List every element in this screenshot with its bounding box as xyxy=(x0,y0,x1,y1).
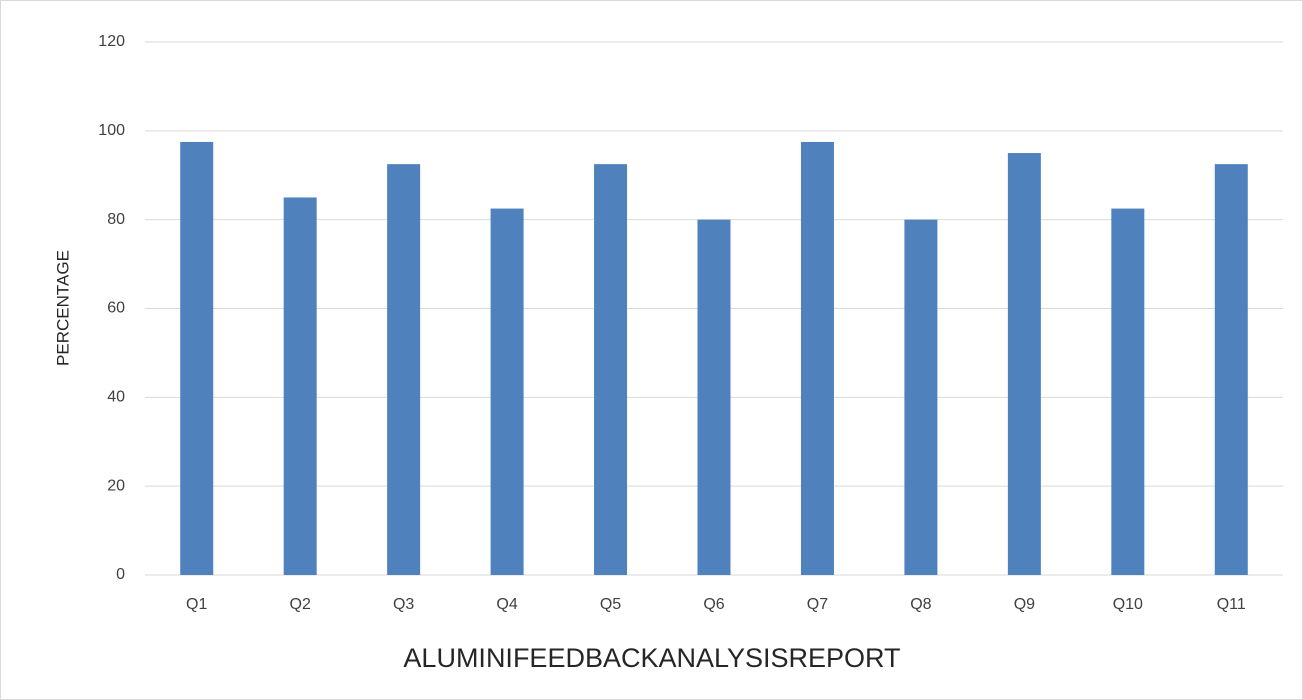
y-tick-label: 40 xyxy=(107,389,125,406)
y-tick-label: 60 xyxy=(107,300,125,317)
bar xyxy=(1214,164,1248,576)
y-tick-label: 100 xyxy=(98,122,125,139)
x-tick-label: Q5 xyxy=(600,596,621,613)
x-tick-label: Q9 xyxy=(1014,596,1035,613)
x-tick-label: Q10 xyxy=(1113,596,1143,613)
bar xyxy=(283,197,317,576)
x-tick-label: Q4 xyxy=(496,596,517,613)
x-tick-label: Q8 xyxy=(910,596,931,613)
x-tick-label: Q6 xyxy=(703,596,724,613)
x-tick-label: Q1 xyxy=(186,596,207,613)
x-tick-label: Q11 xyxy=(1217,596,1246,613)
bar xyxy=(490,208,524,575)
bar xyxy=(387,164,421,576)
bar xyxy=(594,164,628,576)
y-tick-label: 20 xyxy=(107,477,125,494)
bar xyxy=(1007,153,1041,575)
bar xyxy=(800,141,834,575)
bar xyxy=(1111,208,1145,575)
y-axis-title: PERCENTAGE xyxy=(53,250,72,366)
bar xyxy=(180,141,214,575)
bar xyxy=(904,219,938,575)
bar xyxy=(697,219,731,575)
y-tick-label: 0 xyxy=(116,566,125,583)
x-tick-label: Q7 xyxy=(807,596,828,613)
x-axis-title: ALUMINIFEEDBACKANALYSISREPORT xyxy=(403,643,900,673)
x-tick-label: Q3 xyxy=(393,596,414,613)
y-tick-label: 80 xyxy=(107,211,125,228)
y-tick-label: 120 xyxy=(98,33,125,50)
x-tick-label: Q2 xyxy=(290,596,311,613)
